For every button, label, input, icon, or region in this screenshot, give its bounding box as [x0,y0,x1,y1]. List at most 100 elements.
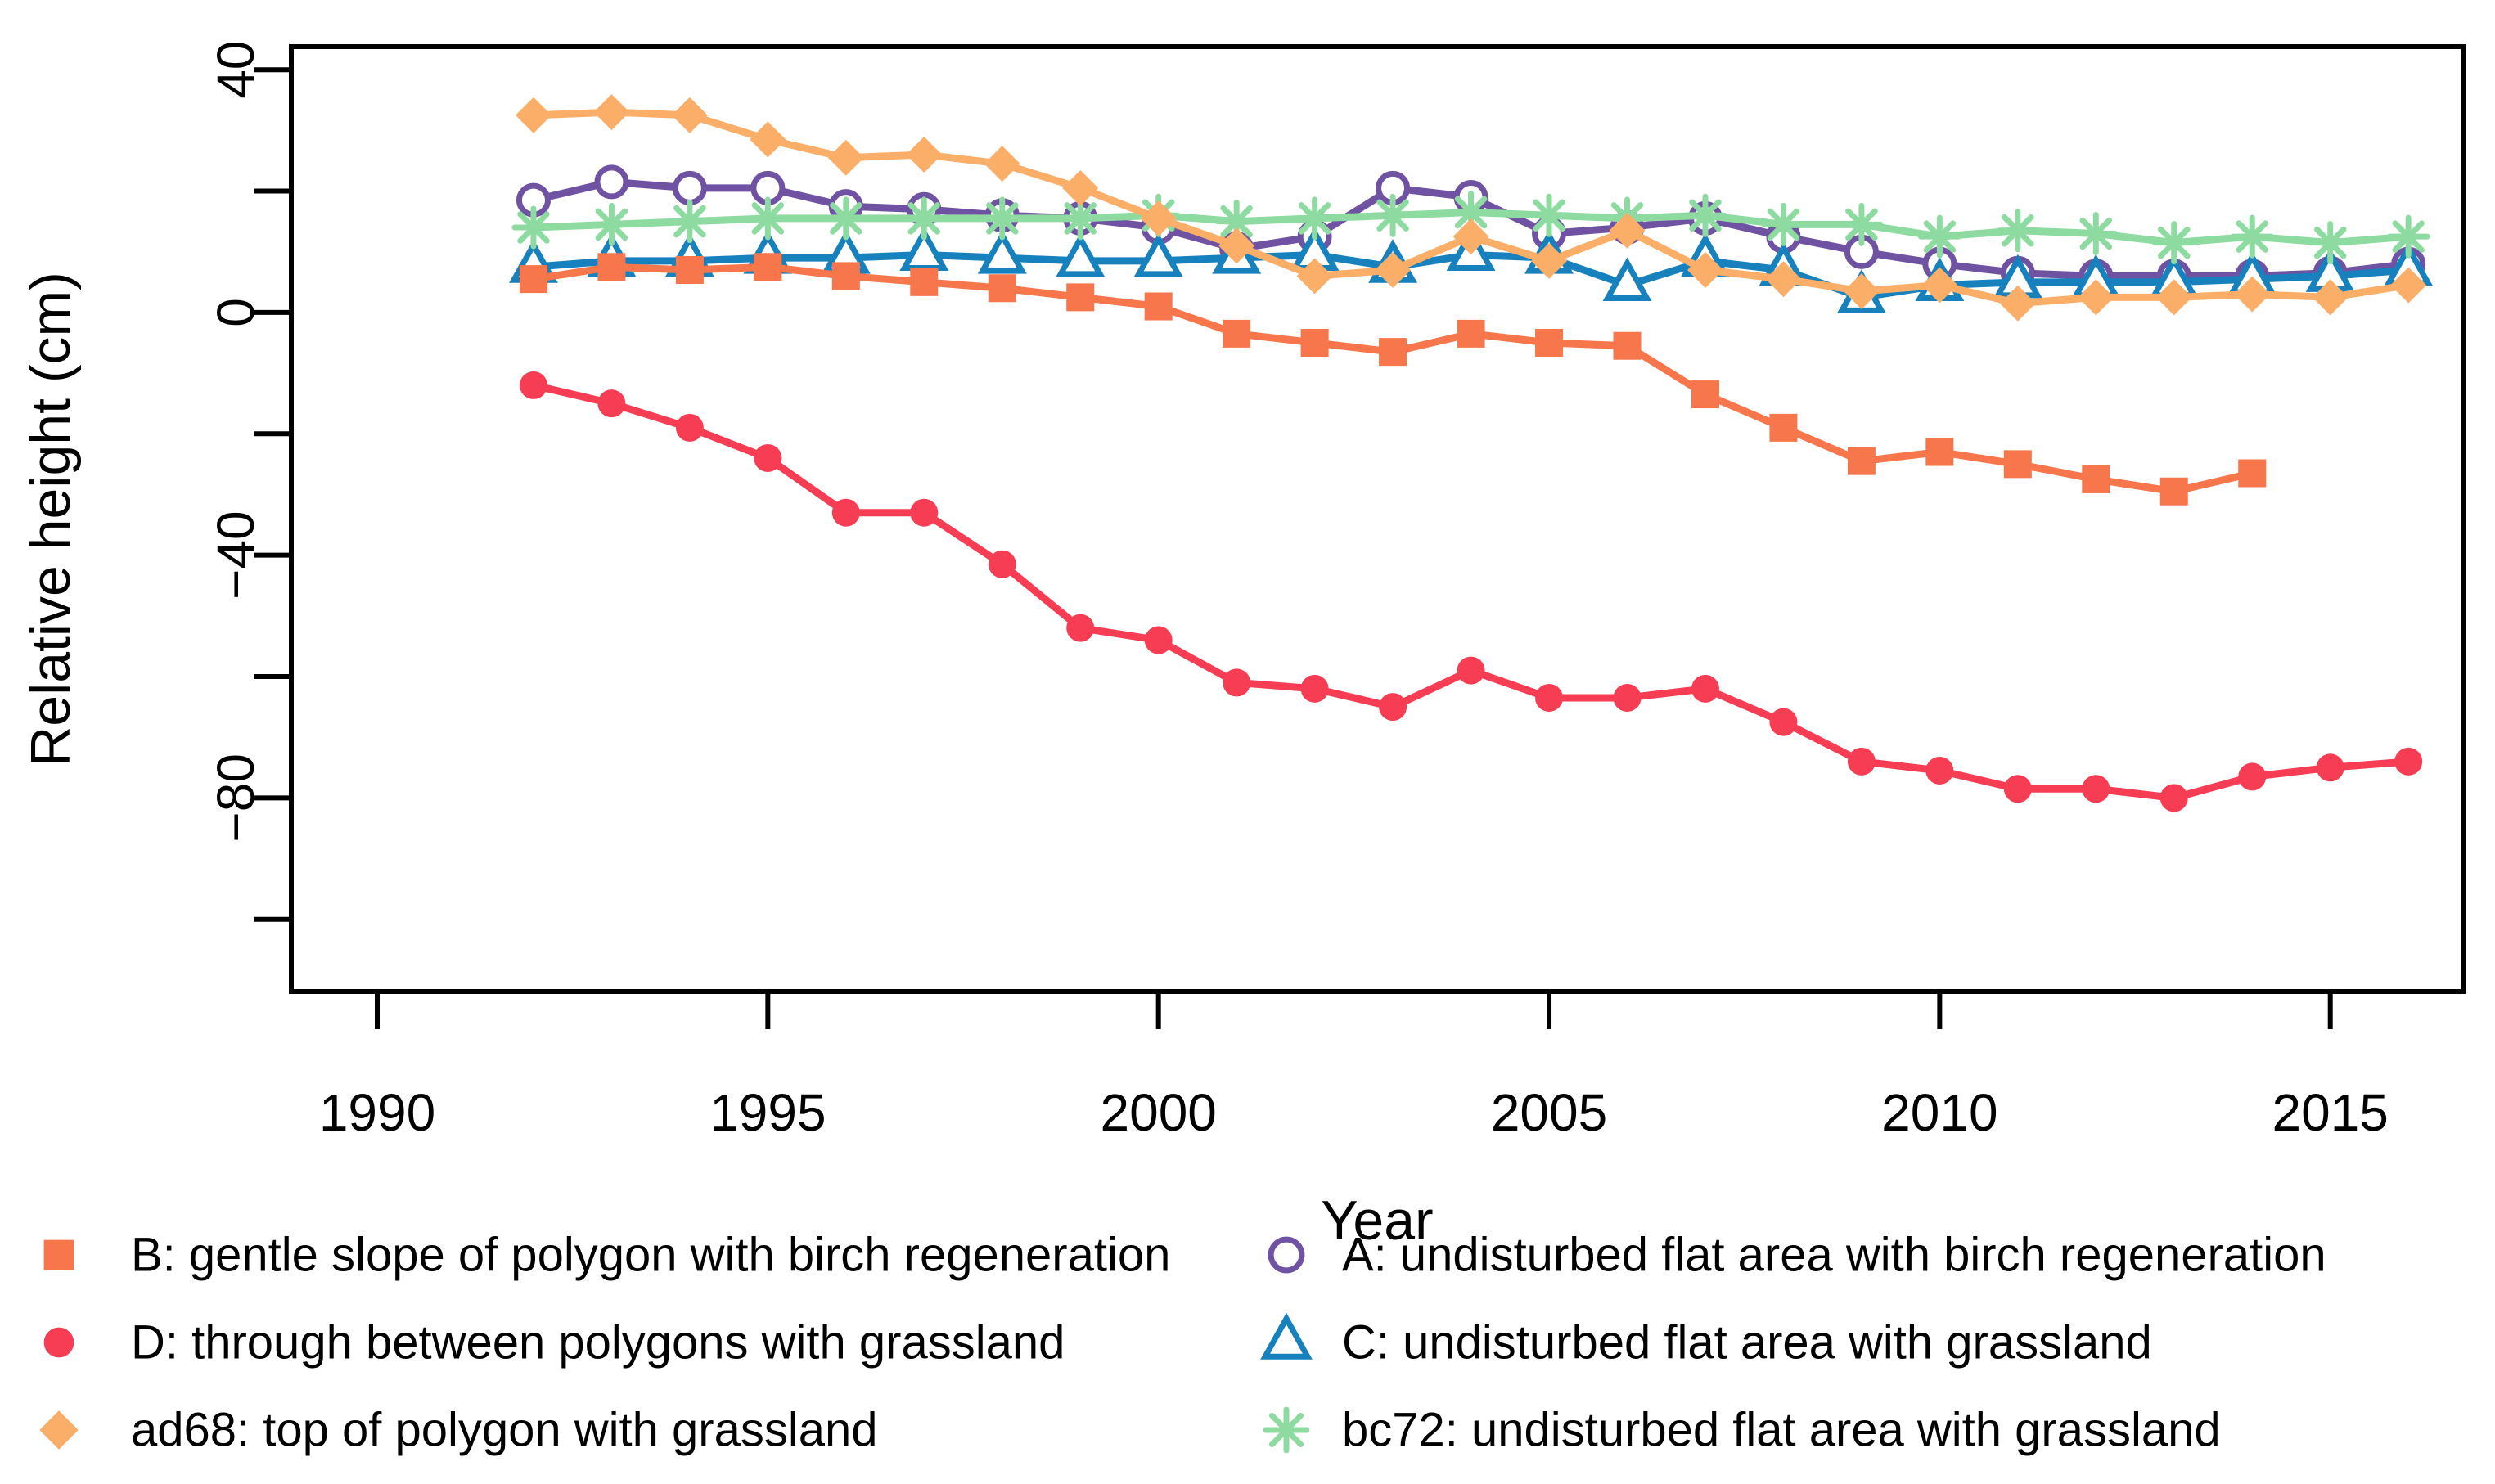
legend-item-C: C: undisturbed flat area with grassland [1260,1312,2152,1369]
series-B-marker [1847,447,1876,475]
series-bc72-marker [2308,221,2353,265]
series-bc72-marker [1996,209,2040,253]
legend-item-D: D: through between polygons with grassla… [43,1316,1065,1369]
series-bc72-marker [1293,196,1337,241]
series-B-marker [1223,319,1251,348]
asterisk-spoke [907,202,941,235]
series-B-marker [519,265,547,294]
series-B-marker [1066,283,1095,312]
y-tick-label: −40 [206,510,265,600]
series-C-marker [1056,232,1106,277]
series-D-marker [1691,674,1719,703]
series-B-marker [988,274,1016,303]
series-ad68-marker [2155,279,2192,316]
series-ad68-marker [2078,279,2114,316]
series-D-marker [1925,756,1954,785]
series-ad68-marker [1843,272,1880,309]
legend-label-bc72: bc72: undisturbed flat area with grassla… [1342,1404,2221,1457]
asterisk-spoke [985,202,1019,235]
series-ad68-marker [1999,285,2036,322]
series-D-marker [1144,626,1173,654]
asterisk-spoke [1533,199,1565,232]
series-B-marker [1300,329,1329,358]
asterisk-spoke [595,208,628,241]
series-ad68-marker [750,121,786,158]
series-ad68-marker [593,94,630,131]
asterisk-spoke [1923,220,1957,253]
legend-marker-filled-square-icon [43,1239,74,1270]
asterisk-spoke [517,211,550,244]
series-D-marker [597,389,626,418]
y-tick-label: 40 [206,41,265,99]
series-bc72-marker [1527,193,1571,237]
asterisk-spoke [2002,214,2034,247]
series-B-marker [1144,292,1173,321]
asterisk-spoke [1454,196,1488,229]
series-B-marker [2238,459,2267,488]
series-ad68-marker [515,97,552,133]
series-D-marker [2082,775,2110,803]
series-A-marker [594,164,629,200]
series-B-marker [1613,331,1642,360]
y-tick-label: 0 [206,298,265,327]
series-bc72-marker [902,196,946,241]
series-D-marker [1535,683,1564,712]
series-bc72-marker [1214,200,1259,244]
series-B-marker [754,253,782,281]
series-D-marker [1223,668,1251,697]
x-tick-label: 1990 [319,1083,435,1142]
series-B-marker [831,262,860,290]
legend-item-ad68: ad68: top of polygon with grassland [39,1404,878,1457]
series-ad68-marker [827,139,864,176]
legend-marker-open-circle-icon [1268,1236,1305,1274]
series-D-marker [1847,747,1876,776]
series-B [519,253,2267,506]
series-A-marker [672,170,707,205]
series-D-marker [675,413,704,442]
series-ad68-marker [1921,267,1958,304]
asterisk-spoke [1689,199,1722,232]
asterisk-spoke [1298,202,1331,235]
series-bc72-marker [1371,193,1415,237]
asterisk-spoke [2158,226,2191,259]
series-D-marker [2316,753,2344,782]
series-bc72-marker [511,205,556,250]
series-C-marker [1602,257,1652,302]
series-B-marker [675,255,704,284]
series-bc72-marker [745,196,790,241]
legend-label-C: C: undisturbed flat area with grassland [1342,1316,2152,1369]
series-B-marker [2003,450,2032,479]
asterisk-spoke [1220,205,1253,238]
series-bc72-marker [668,200,712,244]
series-D-marker [2238,762,2267,791]
series-bc72-marker [1683,193,1727,237]
asterisk-spoke [2079,217,2113,250]
asterisk-spoke [751,202,785,235]
asterisk-spoke [1064,202,1097,235]
series-D [519,371,2423,812]
x-axis-title: Year [1321,1189,1433,1252]
series-D-marker [910,498,939,527]
asterisk-spoke [830,202,862,235]
series-bc72 [511,191,2430,265]
series-C-marker [1133,232,1183,277]
legend-label-B: B: gentle slope of polygon with birch re… [131,1229,1170,1282]
series-ad68-marker [2390,267,2427,304]
series-bc72-marker [2074,211,2118,255]
series-bc72-marker [2230,214,2274,259]
asterisk-spoke [1376,199,1409,232]
asterisk-spoke [2313,226,2347,259]
x-tick-label: 2010 [1881,1083,1997,1142]
x-tick-label: 2005 [1491,1083,1607,1142]
series-bc72-marker [589,202,633,246]
series-D-marker [519,371,547,399]
series-C-marker [899,227,949,271]
series-D-marker [754,443,782,472]
series-D-marker [2003,775,2032,803]
series-ad68-marker [1140,200,1177,236]
series-B-marker [1379,338,1407,367]
series-D-marker [988,550,1016,578]
series-ad68 [515,94,2427,322]
